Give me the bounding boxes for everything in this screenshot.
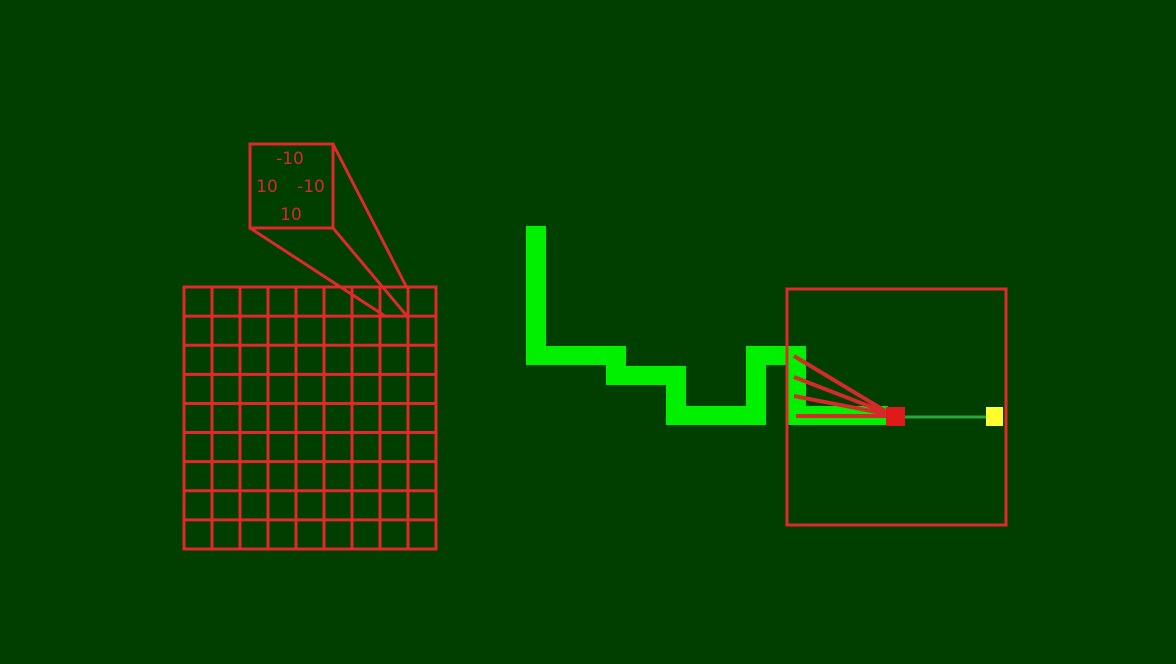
path-segment	[788, 346, 806, 425]
path-segment-vertical	[526, 226, 546, 365]
zoom-line-upper	[331, 143, 409, 289]
neighbor-value-right: -10	[297, 177, 325, 197]
sensor-ray	[792, 354, 894, 417]
agent-marker	[886, 407, 905, 426]
zoom-line-lower	[249, 226, 386, 318]
neighbor-value-up: -10	[276, 149, 304, 169]
observation-window	[785, 287, 1008, 527]
observation-frame	[785, 287, 1008, 527]
grid-frame	[182, 285, 438, 551]
sensor-ray	[793, 375, 893, 417]
zoom-line-middle	[331, 227, 409, 317]
zoomed-cell-box	[248, 142, 335, 230]
path-segment	[666, 406, 766, 425]
grid-map	[182, 285, 438, 551]
path-segment	[746, 346, 766, 425]
cell-zoom-callout: -10 10 -10 10	[248, 142, 409, 318]
path-segment	[526, 346, 626, 365]
neighbor-value-down: 10	[280, 205, 302, 225]
neighbor-value-left: 10	[256, 177, 278, 197]
agent-trajectory	[526, 226, 888, 425]
goal-marker	[986, 407, 1003, 426]
sensor-ray	[793, 394, 893, 417]
